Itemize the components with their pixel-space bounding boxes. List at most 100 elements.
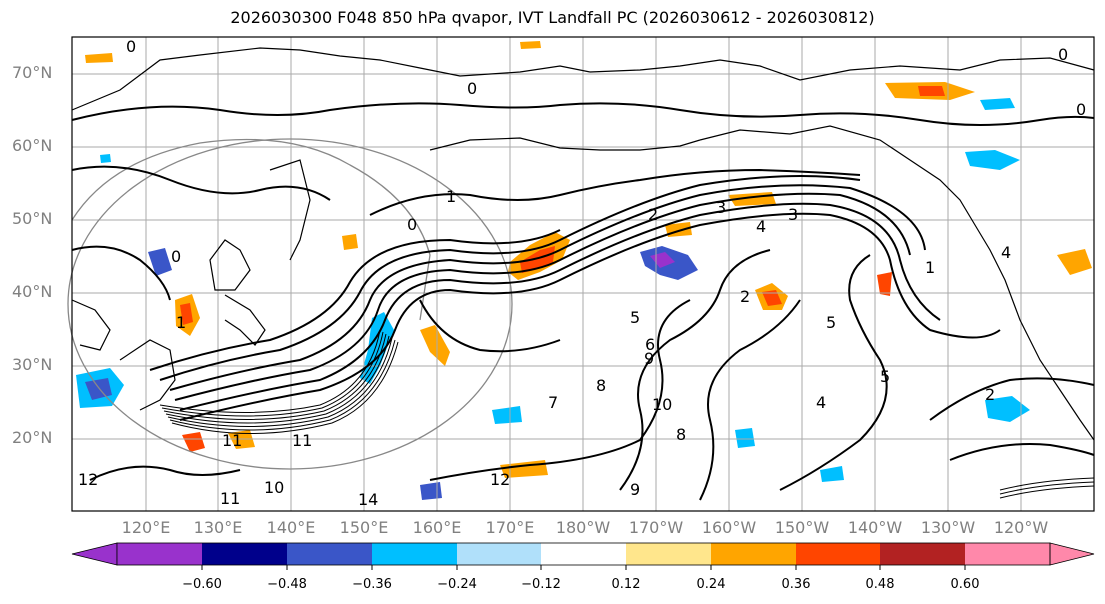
lon-label: 130°W [920, 518, 976, 537]
contour-label: 12 [490, 470, 510, 489]
contour-label: 0 [1058, 45, 1068, 64]
ivt-contours [71, 102, 1095, 501]
contour-label: 10 [652, 395, 672, 414]
contour-label: 0 [1076, 100, 1086, 119]
colorbar-segment [541, 543, 626, 565]
anomaly-patch [520, 41, 541, 49]
contour-label: 11 [292, 431, 312, 450]
contour-label: 10 [264, 478, 284, 497]
anomaly-patch [85, 53, 113, 63]
lat-label-40n: 40°N [12, 282, 53, 301]
anomaly-patch [492, 406, 522, 424]
colorbar-segment [796, 543, 880, 565]
anomaly-patch [85, 378, 112, 400]
colorbar-segment [117, 543, 202, 565]
contour-label: 0 [467, 79, 477, 98]
anomaly-patches [76, 41, 1092, 500]
contour-label: 9 [630, 480, 640, 499]
lat-label-20n: 20°N [12, 428, 53, 447]
jet-core-contours [159, 329, 1095, 499]
contour-label: 5 [826, 313, 836, 332]
contour-label: 2 [648, 205, 658, 224]
lon-label: 140°E [266, 518, 316, 537]
contour-label: 7 [548, 393, 558, 412]
colorbar-segment [626, 543, 711, 565]
contour-label: 0 [407, 215, 417, 234]
anomaly-patch [420, 482, 442, 500]
colorbar-segment [711, 543, 796, 565]
colorbar-segment [880, 543, 965, 565]
contour-label: 4 [1001, 243, 1011, 262]
lon-label: 160°E [412, 518, 462, 537]
contour-label: 5 [880, 367, 890, 386]
lon-label: 150°W [774, 518, 830, 537]
colorbar-tick-label: −0.48 [267, 577, 307, 592]
colorbar-tick-label: 0.12 [611, 577, 641, 592]
colorbar-segment [202, 543, 287, 565]
colorbar [71, 542, 1095, 570]
lon-label: 170°W [628, 518, 684, 537]
range-circles [67, 138, 513, 470]
anomaly-patch [100, 154, 111, 163]
contour-label: 3 [716, 198, 726, 217]
contour-label: 8 [596, 376, 606, 395]
contour-label: 14 [358, 490, 378, 509]
anomaly-patch [820, 466, 844, 482]
anomaly-patch [520, 246, 555, 273]
contour-label: 3 [788, 205, 798, 224]
lon-label: 160°W [701, 518, 757, 537]
map-title: 2026030300 F048 850 hPa qvapor, IVT Land… [230, 8, 875, 27]
contour-label: 4 [816, 393, 826, 412]
coastlines [71, 47, 1095, 441]
contour-label: 1 [176, 313, 186, 332]
contour-label: 1 [446, 187, 456, 206]
colorbar-segment [287, 543, 372, 565]
colorbar-extend-high [1049, 542, 1095, 566]
contour-label: 5 [630, 308, 640, 327]
anomaly-patch [980, 98, 1015, 110]
contour-label: 1 [925, 258, 935, 277]
contour-label: 4 [756, 217, 766, 236]
colorbar-segment [457, 543, 541, 565]
colorbar-segment [372, 543, 457, 565]
anomaly-patch [180, 303, 193, 325]
anomaly-patch [148, 248, 172, 276]
colorbar-tick-label: 0.36 [781, 577, 811, 592]
lon-label: 180°W [555, 518, 611, 537]
contour-label: 8 [676, 425, 686, 444]
contour-label: 6 [645, 335, 655, 354]
colorbar-tick-label: 0.60 [950, 577, 980, 592]
colorbar-tick-label: −0.12 [521, 577, 561, 592]
anomaly-patch [985, 396, 1030, 422]
anomaly-patch [735, 428, 755, 448]
contour-label: 12 [78, 470, 98, 489]
lon-label: 170°E [485, 518, 535, 537]
colorbar-tick-label: 0.48 [865, 577, 895, 592]
anomaly-patch [420, 325, 450, 366]
lat-label-70n: 70°N [12, 63, 53, 82]
anomaly-patch [918, 86, 945, 96]
anomaly-patch [1057, 249, 1092, 275]
lon-label: 140°W [847, 518, 903, 537]
lon-label: 120°E [121, 518, 171, 537]
lat-label-50n: 50°N [12, 209, 53, 228]
colorbar-tick-label: 0.24 [696, 577, 726, 592]
colorbar-extend-low [71, 542, 118, 566]
lon-label: 130°E [193, 518, 243, 537]
anomaly-patch [965, 150, 1020, 170]
lon-label: 120°W [993, 518, 1049, 537]
contour-label: 11 [220, 489, 240, 508]
contour-labels: 0 0 0 0 1 0 2 3 3 4 1 4 0 1 2 5 5 6 7 9 … [78, 37, 1086, 509]
colorbar-tick-label: −0.36 [352, 577, 392, 592]
lat-label-30n: 30°N [12, 355, 53, 374]
contour-label: 11 [222, 431, 242, 450]
contour-label: 2 [985, 385, 995, 404]
contour-label: 9 [644, 349, 654, 368]
anomaly-patch [342, 234, 358, 250]
map-frame [71, 36, 1095, 512]
colorbar-segment [965, 543, 1050, 565]
colorbar-tick-label: −0.24 [437, 577, 477, 592]
contour-label: 2 [740, 287, 750, 306]
contour-label: 0 [171, 247, 181, 266]
